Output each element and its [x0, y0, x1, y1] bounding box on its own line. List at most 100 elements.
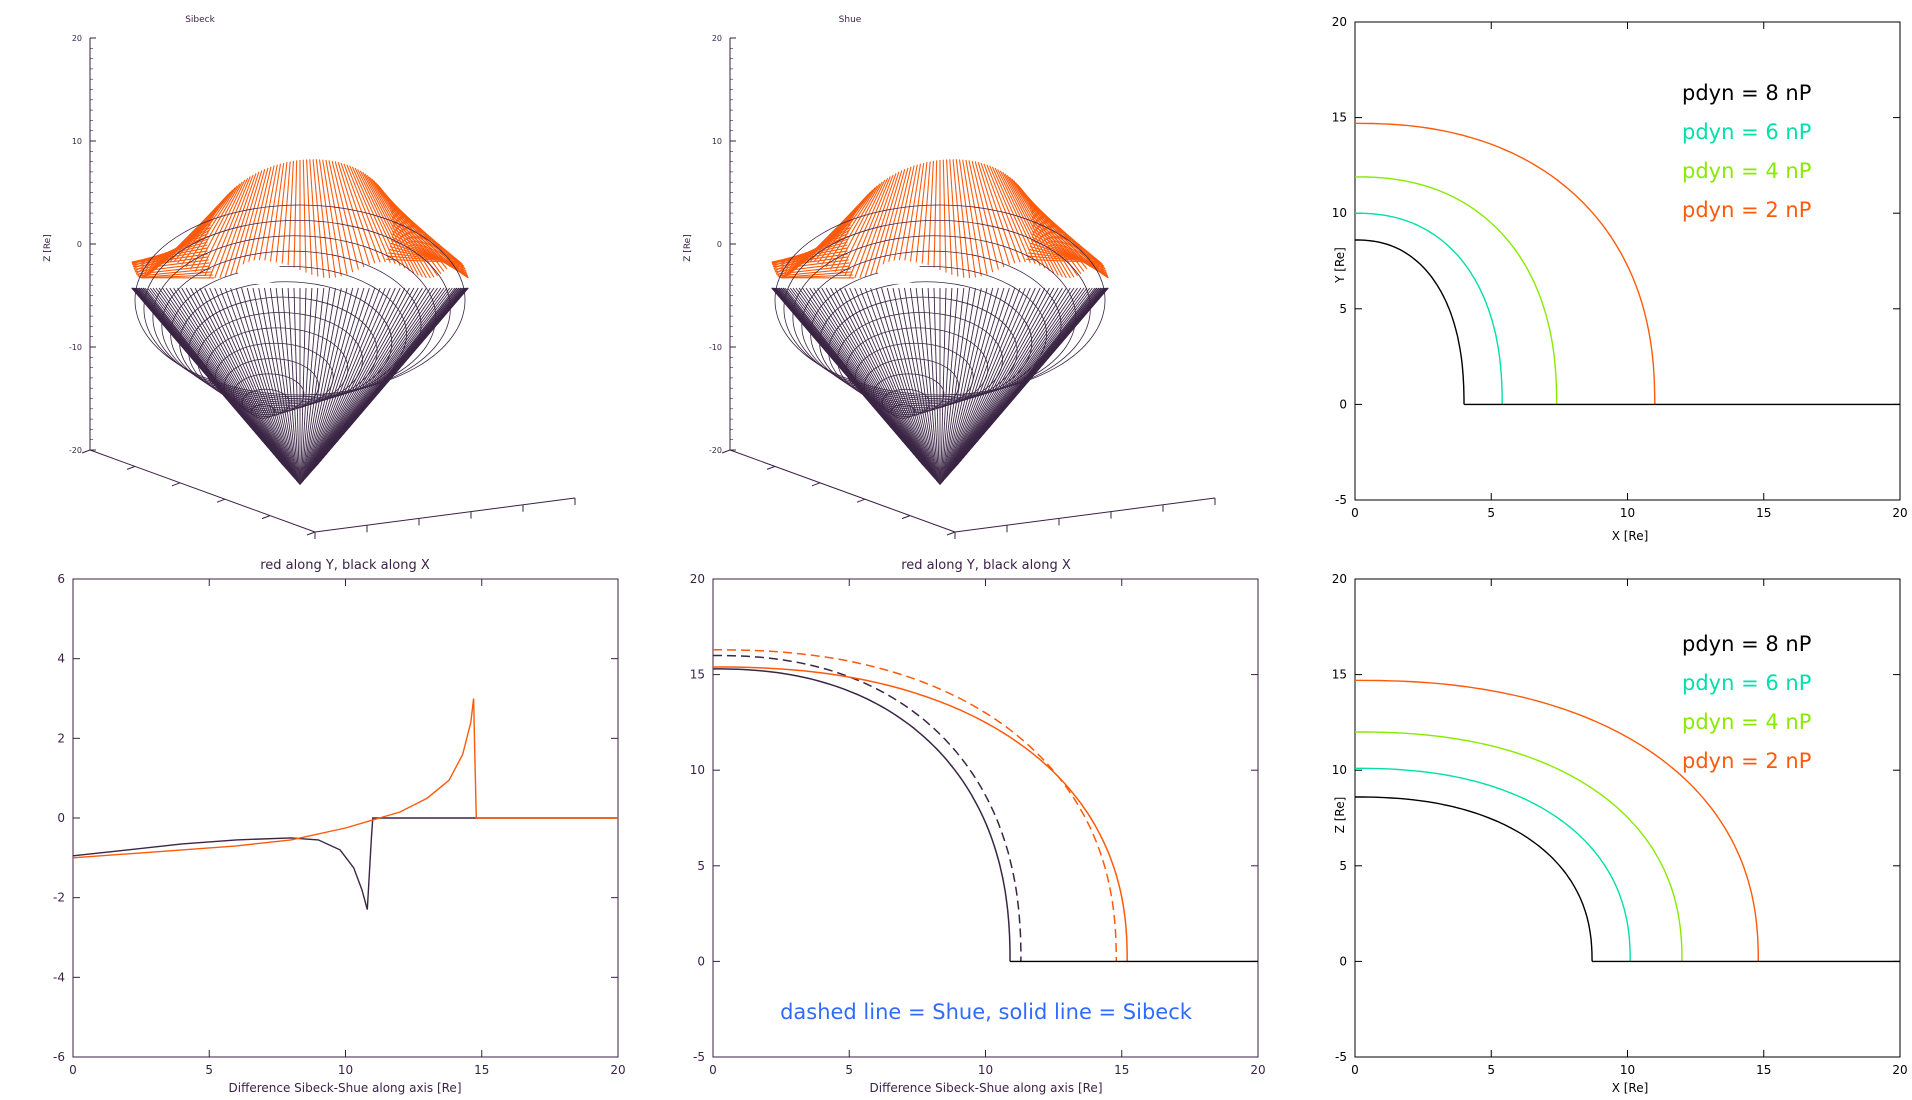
compare-y-tick-label: 0 [697, 954, 705, 968]
shue3d-top-mesh-line [813, 191, 871, 263]
sibeck3d-top-mesh-line [230, 170, 263, 276]
shue3d-top-mesh-line [927, 160, 934, 266]
shue3d-top-mesh-line [817, 189, 874, 264]
sibeck3d-top-mesh-line [185, 185, 238, 268]
compare-plot-frame [712, 578, 1259, 1058]
xy-y-label: Y [Re] [1333, 247, 1347, 284]
xz-x-tick-label: 20 [1892, 1063, 1907, 1077]
sibeck3d-bottom-mesh-line [310, 287, 410, 473]
xy-x-tick-label: 10 [1620, 506, 1635, 520]
shue3d-bottom-mesh-line [944, 287, 994, 479]
compare-y-tick-label: 20 [690, 572, 705, 586]
sibeck3d-top-surface [131, 159, 469, 279]
shue3d-bottom-mesh-line [948, 287, 1026, 476]
sibeck3d-bottom-mesh-line [190, 287, 290, 473]
shue3d-top-mesh-line [870, 170, 903, 276]
shue3d-bottom-mesh-line [951, 287, 1059, 472]
shue3d-top-mesh-line [1029, 204, 1103, 265]
sibeck3d-y-axis [89, 449, 316, 533]
diff-y-tick-label: 2 [57, 731, 65, 745]
sibeck3d-bottom-mesh-line [311, 287, 419, 472]
shue3d-bottom-mesh-line [870, 287, 934, 477]
sibeck3d-top-mesh-line [224, 171, 260, 277]
sibeck3d-bottom-mesh-line [308, 287, 386, 476]
shue3d-bottom-mesh-line [898, 287, 937, 481]
shue3d-bottom-mesh-line [940, 287, 953, 484]
sibeck3d-top-mesh-line [275, 162, 288, 263]
sibeck3d-top-mesh-line [199, 179, 246, 275]
shue3d-bottom-mesh-line [892, 287, 936, 480]
shue3d-bottom-mesh-line [953, 287, 1075, 470]
shue3d-bottom-mesh-line [953, 287, 1078, 469]
shue3d-top-mesh-line [881, 167, 909, 271]
sibeck3d-bottom-mesh-line [307, 287, 376, 477]
sibeck3d-y-tick [81, 449, 91, 454]
sibeck3d-top-mesh-line [137, 268, 211, 277]
sibeck3d-top-mesh-line [312, 159, 325, 278]
sibeck3d-bottom-mesh-line [300, 287, 313, 484]
shue3d-bottom-mesh-line [844, 287, 931, 474]
shue3d-top-mesh-line [983, 163, 1021, 263]
sibeck3d-bottom-mesh-line [235, 287, 295, 478]
shue3d-bottom-mesh-line [859, 287, 933, 476]
sibeck3d-top-mesh-line [181, 187, 236, 266]
sibeck3d-bottom-mesh-line [204, 287, 291, 474]
shue3d-bottom-mesh-line [941, 287, 959, 483]
xy-x-tick-label: 5 [1487, 506, 1495, 520]
shue3d-y-tick [766, 465, 776, 470]
shue3d-x-axis [954, 497, 1216, 533]
shue3d-bottom-mesh-line [854, 287, 932, 476]
shue3d-bottom-mesh-line [875, 287, 935, 478]
sibeck3d-bottom-mesh-line [308, 287, 391, 475]
sibeck3d-y-tick [261, 515, 271, 520]
comparison-series-0-line [713, 668, 1011, 962]
sibeck3d-bottom-mesh-line [310, 287, 406, 473]
shue3d-bottom-mesh-line [927, 287, 940, 484]
shue3d-top-mesh-line [933, 160, 938, 268]
xz-x-tick-label: 15 [1756, 1063, 1771, 1077]
compare-x-tick-label: 0 [709, 1063, 717, 1077]
sibeck3d-top-mesh-line [357, 169, 406, 269]
sibeck3d-bottom-ring [179, 281, 393, 405]
xz-y-tick-label: 10 [1332, 763, 1347, 777]
xz-y-tick-label: -5 [1335, 1050, 1347, 1064]
sibeck3d-bottom-ring [241, 388, 290, 417]
xy-plot-frame [1354, 21, 1901, 501]
comparison-series-2-line [713, 666, 1128, 962]
shue3d-bottom-mesh-line [817, 287, 929, 471]
sibeck3d-top-mesh-line [328, 160, 354, 273]
compare-y-tick-label: -5 [693, 1050, 705, 1064]
sibeck3d-bottom-mesh-line [303, 287, 342, 481]
shue3d-bottom-mesh-line [944, 287, 988, 480]
shue3d-y-tick [856, 498, 866, 503]
sibeck3d-bottom-ring [223, 358, 319, 414]
sibeck3d-center-hole [238, 260, 282, 284]
shue3d-bottom-mesh-line [881, 287, 935, 479]
diff-x-tick-label: 0 [69, 1063, 77, 1077]
shue3d-y-tick [901, 515, 911, 520]
shue-3d-panel: Shue Z [Re] 20 10 0 -10 -20 [683, 15, 1216, 539]
sibeck3d-top-mesh-line [387, 255, 459, 263]
sibeck3d-top-mesh-line [169, 193, 229, 263]
sibeck3d-bottom-surface [131, 204, 469, 485]
diff-x-tick-label: 10 [338, 1063, 353, 1077]
shue3d-bottom-surface [771, 204, 1109, 485]
comparison-annotation: dashed line = Shue, solid line = Sibeck [780, 1000, 1193, 1024]
shue3d-bottom-mesh-line [952, 287, 1067, 471]
sibeck3d-top-mesh-line [133, 259, 209, 270]
shue3d-top-mesh-line [777, 268, 851, 277]
shue3d-top-mesh-line [844, 177, 889, 277]
comparison-series-1-line [713, 654, 1022, 962]
compare-x-tick-label: 5 [845, 1063, 853, 1077]
sibeck3d-bottom-mesh-line [258, 287, 297, 481]
sibeck3d-top-mesh-line [315, 159, 331, 279]
shue3d-center-hole [878, 260, 922, 284]
xz-legend-item-3: pdyn = 2 nP [1682, 749, 1811, 773]
compare-x-tick-label: 15 [1114, 1063, 1129, 1077]
diff-y-tick-label: -4 [53, 970, 65, 984]
sibeck3d-bottom-mesh-line [301, 287, 325, 483]
shue3d-bottom-ring [819, 281, 1033, 405]
sibeck3d-top-mesh-line [235, 168, 266, 274]
shue3d-bottom-mesh-line [949, 287, 1036, 474]
sibeck3d-bottom-mesh-line [219, 287, 293, 476]
